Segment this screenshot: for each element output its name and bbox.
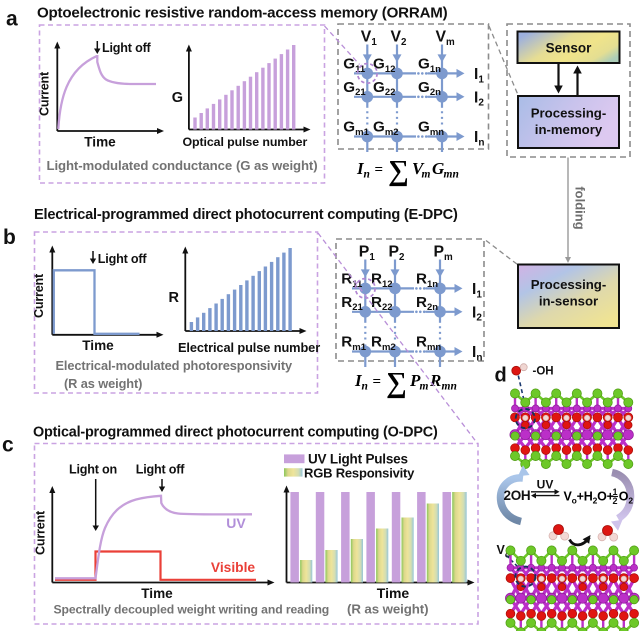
svg-text:RGB Responsivity: RGB Responsivity [304, 466, 415, 481]
svg-text:folding: folding [573, 186, 588, 229]
svg-text:Electrical pulse number: Electrical pulse number [178, 340, 320, 355]
svg-text:(R as weight): (R as weight) [64, 376, 142, 391]
svg-text:(G as weight): (G as weight) [236, 158, 318, 173]
svg-text:c: c [2, 434, 14, 457]
svg-text:I: I [356, 159, 365, 178]
svg-text:UV Light Pulses: UV Light Pulses [308, 452, 408, 467]
svg-text:Electrical-modulated photoresp: Electrical-modulated photoresponsivity [56, 358, 294, 373]
svg-text:Electrical-programmed direct p: Electrical-programmed direct photocurren… [34, 207, 458, 223]
svg-text:m: m [420, 381, 429, 393]
svg-text:=: = [373, 374, 382, 390]
svg-text:Optical-programmed direct phot: Optical-programmed direct photocurrent c… [33, 425, 438, 441]
svg-text:n: n [362, 381, 368, 393]
svg-text:(R as weight): (R as weight) [347, 602, 428, 617]
svg-text:Current: Current [34, 510, 48, 555]
svg-text:Visible: Visible [211, 560, 256, 575]
svg-text:In: In [472, 344, 482, 363]
svg-text:Optoelectronic resistive rando: Optoelectronic resistive random-access m… [37, 5, 448, 22]
svg-text:mn: mn [444, 169, 459, 181]
svg-text:=: = [375, 162, 384, 178]
svg-text:I2: I2 [472, 304, 482, 323]
svg-text:I1: I1 [472, 281, 482, 300]
svg-text:Current: Current [32, 273, 46, 318]
svg-text:In: In [474, 129, 484, 148]
svg-text:UV: UV [226, 515, 246, 531]
svg-text:1: 1 [613, 487, 618, 497]
svg-text:I2: I2 [474, 89, 484, 108]
svg-text:Vo+H2O+: Vo+H2O+ [564, 490, 614, 506]
svg-text:d: d [495, 365, 507, 387]
svg-text:P: P [409, 371, 421, 390]
svg-text:Time: Time [377, 585, 410, 601]
svg-text:Processing-: Processing- [531, 106, 607, 121]
svg-text:m: m [422, 169, 431, 181]
svg-text:UV: UV [537, 478, 554, 492]
svg-text:b: b [3, 226, 16, 249]
svg-text:Time: Time [82, 338, 114, 353]
svg-text:Current: Current [38, 71, 52, 116]
svg-text:Time: Time [84, 135, 116, 150]
svg-text:Light off: Light off [136, 463, 186, 477]
svg-text:G: G [172, 90, 183, 106]
svg-text:∑: ∑ [388, 155, 409, 187]
svg-text:Light-modulated conductance: Light-modulated conductance [47, 158, 233, 173]
svg-text:in-memory: in-memory [535, 122, 603, 137]
svg-text:Optical pulse number: Optical pulse number [183, 135, 308, 149]
svg-text:Spectrally decoupled weight wr: Spectrally decoupled weight writing and … [54, 603, 330, 617]
svg-text:a: a [6, 8, 18, 31]
svg-text:Light on: Light on [69, 463, 117, 477]
svg-text:Processing-: Processing- [531, 277, 607, 292]
svg-text:Light off: Light off [102, 41, 152, 55]
svg-text:R: R [169, 290, 180, 306]
svg-text:Time: Time [141, 586, 173, 601]
svg-text:n: n [364, 169, 370, 181]
svg-text:Sensor: Sensor [546, 41, 593, 56]
svg-text:∑: ∑ [386, 367, 407, 399]
svg-text:mn: mn [442, 381, 457, 393]
svg-text:2: 2 [613, 496, 618, 506]
svg-text:-OH: -OH [533, 366, 554, 378]
svg-text:R: R [429, 371, 441, 390]
svg-text:I: I [354, 371, 363, 390]
svg-text:I1: I1 [474, 66, 484, 85]
svg-text:V: V [412, 159, 425, 178]
svg-text:Light off: Light off [98, 252, 148, 266]
svg-text:G: G [432, 159, 445, 178]
svg-text:2OH: 2OH [504, 488, 531, 503]
svg-text:in-sensor: in-sensor [539, 294, 598, 309]
